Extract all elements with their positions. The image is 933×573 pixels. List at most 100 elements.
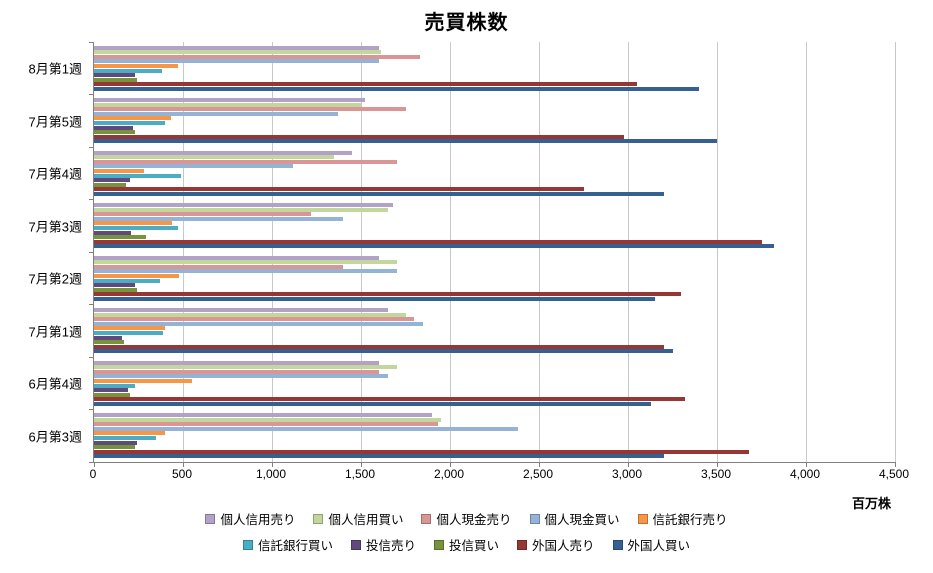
y-axis-category-label: 8月第1週: [28, 61, 82, 77]
legend-label: 信託銀行売り: [652, 513, 728, 527]
x-axis-tick: [627, 462, 629, 467]
x-axis-tick: [450, 462, 451, 467]
bar-個人信用売り: [94, 203, 394, 208]
bar-投信売り: [94, 73, 135, 78]
bar-外国人売り: [94, 239, 762, 244]
x-axis-tick-label: 3,000: [611, 467, 642, 481]
x-axis-tick-label: 500: [171, 467, 193, 481]
x-axis-tick: [272, 462, 273, 467]
bar-個人現金売り: [94, 159, 397, 164]
bar-信託銀行売り: [94, 63, 178, 68]
category-band: [94, 95, 895, 148]
bar-外国人買い: [94, 296, 655, 301]
bar-投信買い: [94, 340, 125, 345]
gridline: [360, 42, 362, 462]
bar-個人現金売り: [94, 369, 379, 374]
gridline: [450, 42, 451, 462]
x-axis-tick-label: 0: [89, 467, 97, 481]
bar-個人現金売り: [94, 317, 415, 322]
legend-row: 個人信用売り 個人信用買い 個人現金売り 個人現金買い 信託銀行売り: [205, 509, 728, 528]
gridline: [272, 42, 273, 462]
legend-marker: [313, 513, 324, 524]
bar-信託銀行買い: [94, 68, 162, 73]
bar-投信買い: [94, 182, 127, 187]
bar-外国人売り: [94, 449, 750, 454]
bar-個人現金売り: [94, 54, 420, 59]
y-axis-tick: [89, 146, 94, 148]
x-axis-tick-label: 3,500: [700, 467, 732, 481]
legend-row: 信託銀行買い 投信売り 投信買い 外国人売り 外国人買い: [242, 535, 690, 554]
x-axis-tick-label: 1,000: [255, 467, 287, 481]
y-axis-tick: [89, 356, 94, 358]
x-axis-tick: [717, 462, 718, 467]
legend-label: 個人信用売り: [220, 513, 296, 527]
x-axis-tick: [360, 462, 362, 467]
legend-marker: [612, 539, 623, 550]
legend-marker: [205, 513, 216, 524]
legend-label: 外国人売り: [532, 539, 595, 553]
bar-投信買い: [94, 235, 146, 240]
bar-投信買い: [94, 392, 130, 397]
legend-marker: [242, 539, 253, 550]
bar-個人信用売り: [94, 413, 433, 418]
y-axis-tick: [89, 94, 94, 95]
x-axis-tick-label: 1,500: [344, 467, 375, 481]
bar-個人信用買い: [94, 417, 442, 422]
bar-外国人売り: [94, 187, 584, 192]
y-axis-tick: [89, 199, 94, 200]
plot-area: [89, 41, 896, 467]
bar-個人信用売り: [94, 98, 365, 103]
bar-投信売り: [94, 230, 132, 235]
y-axis-labels: 8月第1週 7月第5週 7月第4週 7月第3週 7月第2週 7月第1週 6月第4週 6月第3週: [0, 42, 88, 462]
legend-label: 投信買い: [448, 539, 499, 553]
bar-投信買い: [94, 287, 137, 292]
bar-外国人買い: [94, 139, 717, 144]
bar-外国人買い: [94, 191, 664, 196]
x-axis-tick: [539, 462, 540, 467]
legend-label: 個人信用買い: [328, 513, 404, 527]
y-axis-category-label: 7月第4週: [28, 166, 82, 182]
bar-個人信用売り: [94, 150, 353, 155]
bar-個人信用買い: [94, 102, 361, 107]
legend-item: 信託銀行買い: [242, 535, 333, 554]
bar-個人信用買い: [94, 207, 388, 212]
legend-item: 外国人買い: [612, 535, 690, 554]
category-band: [94, 410, 895, 463]
y-axis-category-label: 6月第3週: [28, 429, 82, 445]
gridline: [627, 42, 629, 462]
bar-個人信用売り: [94, 360, 379, 365]
bar-投信売り: [94, 388, 128, 393]
y-axis-category-label: 6月第4週: [28, 376, 82, 392]
bar-外国人売り: [94, 292, 682, 297]
x-axis-tick-label: 2,500: [522, 467, 554, 481]
bar-個人現金買い: [94, 216, 344, 221]
bar-信託銀行買い: [94, 173, 182, 178]
bar-投信売り: [94, 335, 123, 340]
bar-投信買い: [94, 445, 135, 450]
bar-個人信用売り: [94, 45, 379, 50]
bar-外国人売り: [94, 344, 664, 349]
x-axis-tick: [94, 462, 95, 467]
bar-個人信用買い: [94, 312, 406, 317]
legend-item: 投信買い: [433, 535, 499, 554]
legend-item: 投信売り: [350, 535, 416, 554]
bar-個人信用買い: [94, 260, 397, 265]
legend: 個人信用売り 個人信用買い 個人現金売り 個人現金買い 信託銀行売り 信託銀行買い 投信売り…: [0, 509, 933, 554]
gridline: [806, 42, 807, 462]
bar-個人信用買い: [94, 365, 397, 370]
category-band: [94, 357, 895, 410]
axis-unit-label: 百万株: [852, 496, 892, 511]
y-axis-tick: [89, 251, 94, 253]
bar-外国人売り: [94, 82, 637, 87]
y-axis-tick: [89, 461, 94, 463]
bar-信託銀行売り: [94, 431, 166, 436]
bar-投信売り: [94, 440, 137, 445]
legend-item: 個人現金売り: [421, 509, 512, 528]
bar-個人現金買い: [94, 111, 338, 116]
y-axis-category-label: 7月第3週: [28, 219, 82, 235]
y-axis-category-label: 7月第1週: [28, 324, 82, 340]
y-axis-category-label: 7月第5週: [28, 114, 82, 130]
legend-marker: [350, 539, 361, 550]
x-axis-tick-label: 4,500: [878, 467, 910, 481]
bar-外国人買い: [94, 244, 774, 249]
